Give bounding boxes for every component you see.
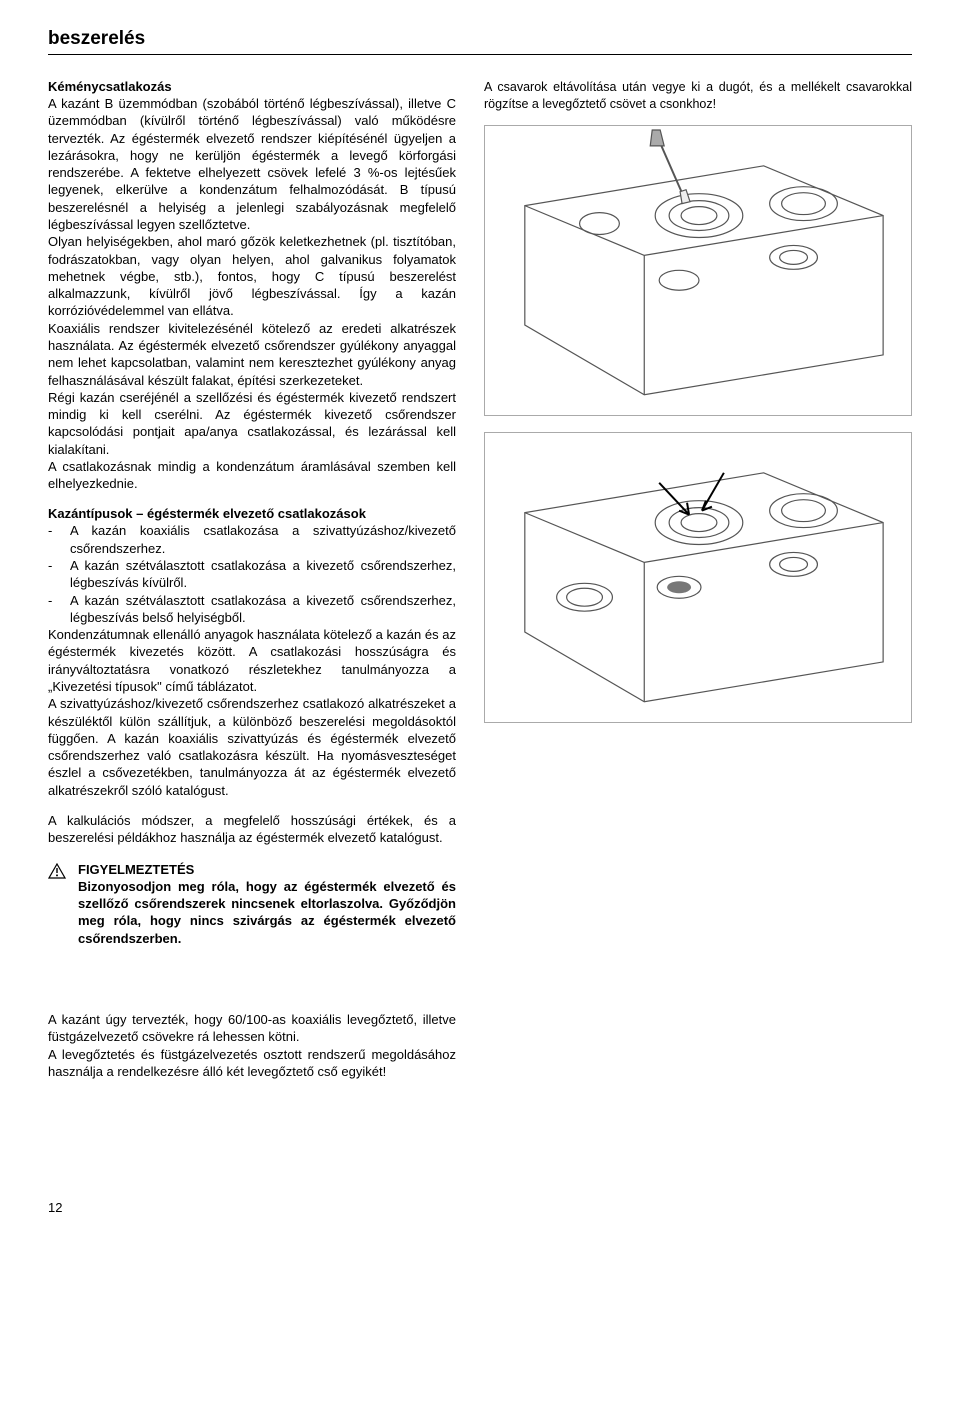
warning-heading: FIGYELMEZTETÉS bbox=[78, 861, 456, 878]
para-5: A csatlakozásnak mindig a kondenzátum ár… bbox=[48, 458, 456, 493]
warning-content: FIGYELMEZTETÉS Bizonyosodjon meg róla, h… bbox=[78, 861, 456, 947]
page-title: beszerelés bbox=[48, 28, 912, 55]
heading-chimney: Kéménycsatlakozás bbox=[48, 79, 456, 94]
para-10: A levegőztetés és füstgázelvezetés oszto… bbox=[48, 1046, 456, 1081]
main-columns: Kéménycsatlakozás A kazánt B üzemmódban … bbox=[48, 79, 912, 1080]
bullet-dash: - bbox=[48, 592, 70, 627]
bullet-dash: - bbox=[48, 522, 70, 557]
list-item: - A kazán szétválasztott csatlakozása a … bbox=[48, 592, 456, 627]
chimney-section: Kéménycsatlakozás A kazánt B üzemmódban … bbox=[48, 79, 456, 492]
warning-icon bbox=[48, 863, 66, 947]
illustration-top bbox=[484, 125, 912, 416]
para-6: Kondenzátumnak ellenálló anyagok használ… bbox=[48, 626, 456, 695]
right-intro: A csavarok eltávolítása után vegye ki a … bbox=[484, 79, 912, 112]
heading-boiler-types: Kazántípusok – égéstermék elvezető csatl… bbox=[48, 506, 456, 521]
para-8: A kalkulációs módszer, a megfelelő hossz… bbox=[48, 812, 456, 847]
connection-list: - A kazán koaxiális csatlakozása a sziva… bbox=[48, 522, 456, 626]
list-item: - A kazán koaxiális csatlakozása a sziva… bbox=[48, 522, 456, 557]
para-1: A kazánt B üzemmódban (szobából történő … bbox=[48, 95, 456, 233]
boiler-types-section: Kazántípusok – égéstermék elvezető csatl… bbox=[48, 506, 456, 846]
list-item: - A kazán szétválasztott csatlakozása a … bbox=[48, 557, 456, 592]
list-content: A kazán koaxiális csatlakozása a szivatt… bbox=[70, 522, 456, 557]
illustration-bottom bbox=[484, 432, 912, 723]
warning-box: FIGYELMEZTETÉS Bizonyosodjon meg róla, h… bbox=[48, 861, 456, 947]
right-column: A csavarok eltávolítása után vegye ki a … bbox=[484, 79, 912, 1080]
para-4: Régi kazán cseréjénél a szellőzési és ég… bbox=[48, 389, 456, 458]
list-content: A kazán szétválasztott csatlakozása a ki… bbox=[70, 557, 456, 592]
bullet-dash: - bbox=[48, 557, 70, 592]
para-2: Olyan helyiségekben, ahol maró gőzök kel… bbox=[48, 233, 456, 319]
para-3: Koaxiális rendszer kivitelezésénél kötel… bbox=[48, 320, 456, 389]
page-number: 12 bbox=[48, 1200, 912, 1215]
left-column: Kéménycsatlakozás A kazánt B üzemmódban … bbox=[48, 79, 456, 1080]
para-7: A szivattyúzáshoz/kivezető csőrendszerhe… bbox=[48, 695, 456, 799]
para-9: A kazánt úgy tervezték, hogy 60/100-as k… bbox=[48, 1011, 456, 1046]
warning-text: Bizonyosodjon meg róla, hogy az égésterm… bbox=[78, 878, 456, 947]
list-content: A kazán szétválasztott csatlakozása a ki… bbox=[70, 592, 456, 627]
